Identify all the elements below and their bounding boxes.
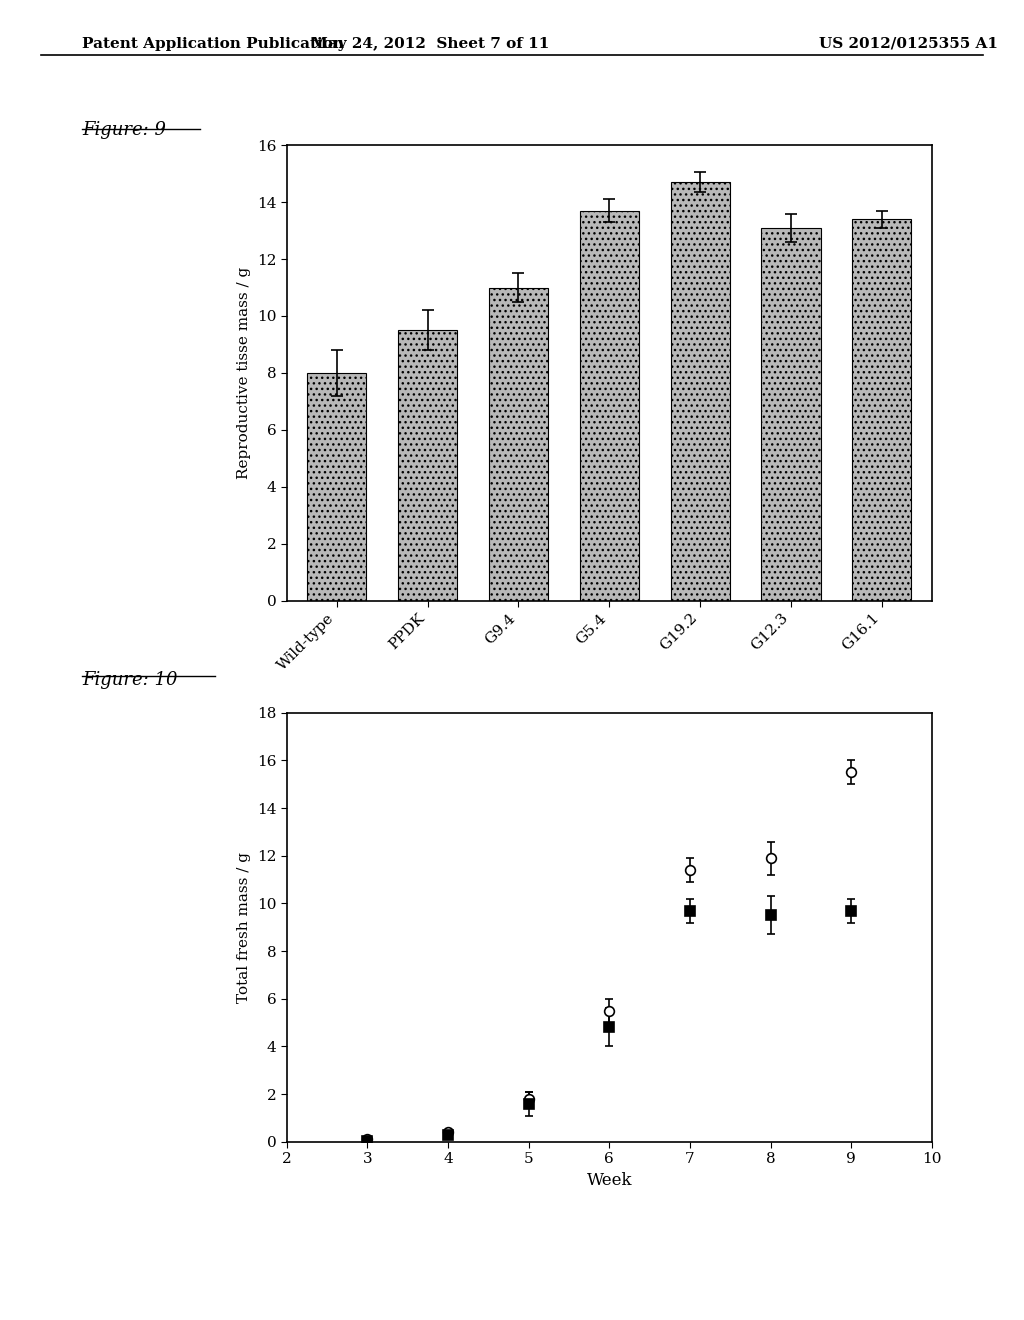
- Y-axis label: Reproductive tisse mass / g: Reproductive tisse mass / g: [238, 267, 251, 479]
- X-axis label: Week: Week: [587, 1172, 632, 1189]
- Bar: [398, 330, 457, 601]
- Text: US 2012/0125355 A1: US 2012/0125355 A1: [819, 37, 998, 51]
- Text: Figure: 9: Figure: 9: [82, 121, 166, 140]
- Text: Figure: 10: Figure: 10: [82, 671, 177, 689]
- Y-axis label: Total fresh mass / g: Total fresh mass / g: [238, 851, 251, 1003]
- Bar: [580, 211, 639, 601]
- Bar: [671, 182, 730, 601]
- Bar: [488, 288, 548, 601]
- Bar: [852, 219, 911, 601]
- Bar: [762, 228, 820, 601]
- Bar: [307, 372, 367, 601]
- Text: Patent Application Publication: Patent Application Publication: [82, 37, 344, 51]
- Text: May 24, 2012  Sheet 7 of 11: May 24, 2012 Sheet 7 of 11: [311, 37, 549, 51]
